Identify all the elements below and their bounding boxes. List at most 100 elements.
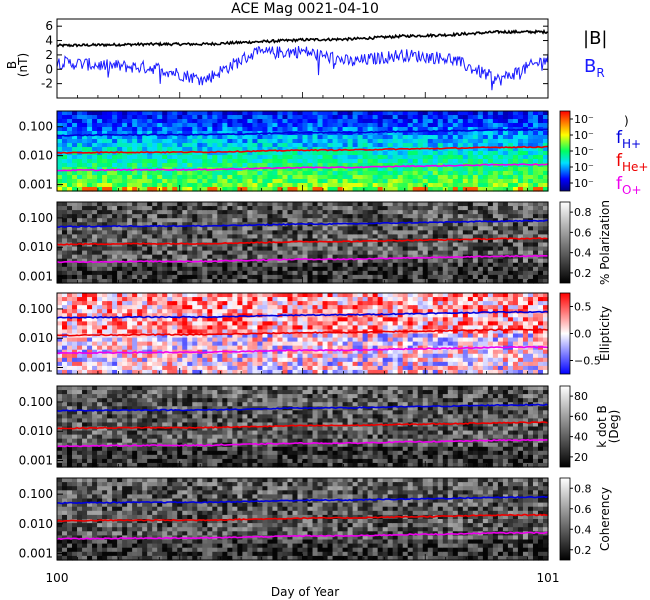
spectrogram-cell xyxy=(517,210,524,215)
spectrogram-cell xyxy=(227,143,233,148)
spectrogram-cell xyxy=(182,155,188,160)
spectrogram-cell xyxy=(77,246,83,252)
spectrogram-cell xyxy=(177,202,183,207)
spectrogram-cell xyxy=(147,333,153,339)
spectrogram-cell xyxy=(332,171,339,176)
spectrogram-cell xyxy=(237,155,243,160)
spectrogram-cell xyxy=(392,175,399,180)
spectrogram-cell xyxy=(407,163,414,168)
spectrogram-cell xyxy=(387,226,394,231)
spectrogram-cell xyxy=(182,270,188,276)
spectrogram-cell xyxy=(432,270,439,276)
spectrogram-cell xyxy=(202,337,208,343)
spectrogram-cell xyxy=(57,317,63,322)
spectrogram-cell xyxy=(142,210,148,215)
spectrogram-cell xyxy=(532,167,539,172)
spectrogram-cell xyxy=(87,250,93,256)
spectrogram-cell xyxy=(157,115,163,120)
spectrogram-cell xyxy=(237,131,243,136)
spectrogram-cell xyxy=(197,341,203,347)
spectrogram-cell xyxy=(192,361,198,367)
spectrogram-cell xyxy=(257,258,264,264)
spectrogram-cell xyxy=(332,270,339,276)
spectrogram-cell xyxy=(397,151,404,156)
spectrogram-cell xyxy=(307,206,314,211)
spectrogram-cell xyxy=(492,131,499,136)
spectrogram-cell xyxy=(477,250,484,256)
spectrogram-cell xyxy=(187,179,193,184)
spectrogram-cell xyxy=(532,179,539,184)
spectrogram-cell xyxy=(127,214,133,219)
spectrogram-cell xyxy=(157,325,163,331)
spectrogram-cell xyxy=(382,123,389,128)
spectrogram-cell xyxy=(262,167,269,172)
spectrogram-cell xyxy=(492,222,499,227)
spectrogram-cell xyxy=(197,127,203,132)
spectrogram-cell xyxy=(232,357,238,363)
spectrogram-cell xyxy=(142,123,148,128)
spectrogram-cell xyxy=(252,115,259,120)
spectrogram-cell xyxy=(142,163,148,168)
spectrogram-cell xyxy=(502,258,509,264)
spectrogram-cell xyxy=(482,171,489,176)
spectrogram-cell xyxy=(172,147,178,152)
spectrogram-cell xyxy=(162,309,168,314)
spectrogram-cell xyxy=(122,139,128,144)
spectrogram-cell xyxy=(212,230,218,235)
spectrogram-cell xyxy=(267,115,274,120)
spectrogram-cell xyxy=(92,262,98,268)
spectrogram-cell xyxy=(217,119,223,124)
spectrogram-cell xyxy=(497,151,504,156)
spectrogram-cell xyxy=(322,230,329,235)
spectrogram-cell xyxy=(137,135,143,140)
spectrogram-cell xyxy=(417,123,424,128)
spectrogram-cell xyxy=(172,361,178,367)
spectrogram-cell xyxy=(152,361,158,367)
spectrogram-cell xyxy=(57,357,63,363)
spectrogram-cell xyxy=(97,147,103,152)
spectrogram-cell xyxy=(267,329,274,335)
spectrogram-cell xyxy=(352,246,359,252)
spectrogram-cell xyxy=(282,183,289,188)
spectrogram-cell xyxy=(237,274,243,280)
spectrogram-cell xyxy=(127,357,133,363)
spectrogram-cell xyxy=(377,210,384,215)
spectrogram-cell xyxy=(237,123,243,128)
spectrogram-cell xyxy=(132,218,138,223)
spectrogram-cell xyxy=(337,179,344,184)
spectrogram-cell xyxy=(272,202,279,207)
spectrogram-cell xyxy=(342,222,349,227)
spectrogram-cell xyxy=(352,214,359,219)
spectrogram-cell xyxy=(132,301,138,306)
spectrogram-cell xyxy=(387,127,394,132)
spectrogram-cell xyxy=(297,341,304,347)
spectrogram-cell xyxy=(302,230,309,235)
spectrogram-cell xyxy=(97,179,103,184)
spectrogram-cell xyxy=(457,175,464,180)
spectrogram-cell xyxy=(277,218,284,223)
spectrogram-cell xyxy=(152,119,158,124)
spectrogram-cell xyxy=(277,329,284,335)
spectrogram-cell xyxy=(397,131,404,136)
spectrogram-cell xyxy=(527,226,534,231)
spectrogram-cell xyxy=(62,159,68,164)
spectrogram-cell xyxy=(62,313,68,318)
spectrogram-cell xyxy=(452,246,459,252)
spectrogram-cell xyxy=(382,115,389,120)
spectrogram-cell xyxy=(322,226,329,231)
spectrogram-cell xyxy=(317,171,324,176)
spectrogram-cell xyxy=(187,187,193,192)
spectrogram-cell xyxy=(302,333,309,339)
spectrogram-cell xyxy=(157,139,163,144)
spectrogram-cell xyxy=(432,183,439,188)
spectrogram-cell xyxy=(442,147,449,152)
spectrogram-cell xyxy=(412,135,419,140)
spectrogram-cell xyxy=(187,365,193,371)
spectrogram-cell xyxy=(317,127,324,132)
spectrogram-cell xyxy=(122,337,128,343)
spectrogram-cell xyxy=(282,321,289,326)
spectrogram-cell xyxy=(262,309,269,314)
spectrogram-cell xyxy=(462,274,469,280)
spectrogram-cell xyxy=(272,175,279,180)
spectrogram-cell xyxy=(247,329,253,335)
